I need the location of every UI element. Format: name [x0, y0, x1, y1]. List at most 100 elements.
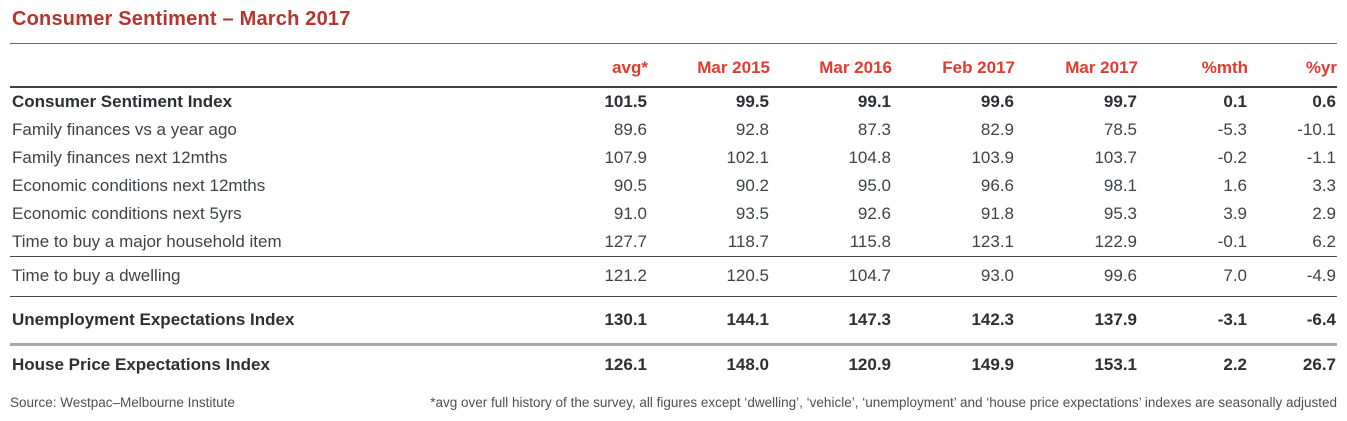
cell-value: 127.7: [604, 232, 647, 251]
consumer-sentiment-table: avg* Mar 2015 Mar 2016 Feb 2017 Mar 2017 %mth…: [10, 43, 1337, 385]
cell-value: 104.7: [848, 266, 891, 285]
column-header: Mar 2017: [1065, 58, 1138, 77]
source-note: Source: Westpac–Melbourne Institute: [10, 395, 235, 410]
table-row: House Price Expectations Index 126.1 148.0…: [10, 345, 1337, 386]
cell-value: 95.0: [857, 176, 891, 195]
cell-value: 103.9: [971, 148, 1014, 167]
cell-value: -4.9: [1306, 266, 1336, 285]
cell-value: 123.1: [971, 232, 1014, 251]
cell-value: 7.0: [1223, 266, 1247, 285]
cell-value: 130.1: [604, 310, 647, 329]
cell-value: 115.8: [849, 232, 891, 251]
cell-value: 118.7: [727, 232, 769, 251]
table-row: Economic conditions next 5yrs 91.0 93.5 92.…: [10, 200, 1337, 228]
cell-value: 148.0: [726, 355, 769, 374]
header-row: avg* Mar 2015 Mar 2016 Feb 2017 Mar 2017 %mth…: [10, 44, 1337, 88]
row-group: Time to buy a dwelling 121.2 120.5 104.7 93.…: [10, 256, 1337, 297]
cell-value: 1.6: [1223, 176, 1247, 195]
column-header: avg*: [612, 58, 648, 77]
cell-value: 92.6: [857, 204, 891, 223]
row-label: Unemployment Expectations Index: [12, 310, 295, 329]
cell-value: 102.1: [726, 148, 769, 167]
page-title: Consumer Sentiment – March 2017: [12, 8, 351, 30]
table-row: Family finances vs a year ago 89.6 92.8 87.…: [10, 116, 1337, 144]
cell-value: 99.6: [1103, 266, 1137, 285]
cell-value: 126.1: [604, 355, 647, 374]
table-row: Time to buy a dwelling 121.2 120.5 104.7 93.…: [10, 257, 1337, 297]
table-row: Unemployment Expectations Index 130.1 144.…: [10, 297, 1337, 345]
cell-value: -6.4: [1306, 310, 1336, 329]
cell-value: 93.0: [980, 266, 1014, 285]
row-label: Economic conditions next 12mths: [12, 176, 266, 195]
row-label: House Price Expectations Index: [12, 355, 270, 374]
column-header: %mth: [1201, 58, 1248, 77]
table-row: Consumer Sentiment Index 101.5 99.5 99.1 99.…: [10, 87, 1337, 116]
cell-value: 93.5: [735, 204, 769, 223]
cell-value: 87.3: [857, 120, 891, 139]
cell-value: 122.9: [1094, 232, 1137, 251]
cell-value: 137.9: [1094, 310, 1137, 329]
row-label: Family finances vs a year ago: [12, 120, 237, 139]
cell-value: 104.8: [848, 148, 891, 167]
column-header: %yr: [1305, 58, 1337, 77]
cell-value: 107.9: [604, 148, 647, 167]
cell-value: 99.6: [980, 92, 1014, 111]
cell-value: 96.6: [980, 176, 1014, 195]
cell-value: 26.7: [1302, 355, 1336, 374]
cell-value: 89.6: [613, 120, 647, 139]
cell-value: 101.5: [604, 92, 647, 111]
cell-value: 91.0: [613, 204, 647, 223]
table-row: Family finances next 12mths 107.9 102.1 104…: [10, 144, 1337, 172]
cell-value: 3.3: [1312, 176, 1336, 195]
row-label: Time to buy a dwelling: [12, 266, 181, 285]
row-label: Time to buy a major household item: [12, 232, 282, 251]
cell-value: 120.9: [848, 355, 891, 374]
table-row: Economic conditions next 12mths 90.5 90.2 9…: [10, 172, 1337, 200]
cell-value: 92.8: [735, 120, 769, 139]
cell-value: 90.5: [613, 176, 647, 195]
row-label: Consumer Sentiment Index: [12, 92, 233, 111]
cell-value: 6.2: [1312, 232, 1336, 251]
row-group: House Price Expectations Index 126.1 148.0…: [10, 344, 1337, 386]
cell-value: 90.2: [735, 176, 769, 195]
footnote: *avg over full history of the survey, al…: [430, 395, 1337, 410]
cell-value: 149.9: [971, 355, 1014, 374]
row-group: Unemployment Expectations Index 130.1 144.…: [10, 296, 1337, 345]
column-header: Mar 2016: [819, 58, 892, 77]
cell-value: -3.1: [1217, 310, 1247, 329]
table-footer: Source: Westpac–Melbourne Institute *avg…: [10, 395, 1337, 410]
cell-value: 120.5: [726, 266, 769, 285]
cell-value: 82.9: [980, 120, 1014, 139]
cell-value: 99.5: [735, 92, 769, 111]
cell-value: 103.7: [1094, 148, 1137, 167]
cell-value: 153.1: [1094, 355, 1137, 374]
row-label: Economic conditions next 5yrs: [12, 204, 242, 223]
cell-value: 78.5: [1103, 120, 1137, 139]
cell-value: 99.1: [857, 92, 891, 111]
cell-value: -10.1: [1297, 120, 1336, 139]
cell-value: 2.2: [1223, 355, 1247, 374]
cell-value: 98.1: [1103, 176, 1137, 195]
row-group: Consumer Sentiment Index 101.5 99.5 99.1 99.…: [10, 87, 1337, 257]
cell-value: 91.8: [980, 204, 1014, 223]
cell-value: 144.1: [726, 310, 769, 329]
cell-value: 99.7: [1103, 92, 1137, 111]
cell-value: 3.9: [1223, 204, 1247, 223]
table-header: avg* Mar 2015 Mar 2016 Feb 2017 Mar 2017 %mth…: [10, 44, 1337, 88]
cell-value: 0.6: [1312, 92, 1336, 111]
cell-value: -0.2: [1217, 148, 1247, 167]
cell-value: 121.2: [604, 266, 647, 285]
cell-value: 147.3: [848, 310, 891, 329]
cell-value: -5.3: [1217, 120, 1247, 139]
table-row: Time to buy a major household item 127.7 1…: [10, 228, 1337, 257]
column-header: Mar 2015: [697, 58, 770, 77]
cell-value: 142.3: [971, 310, 1014, 329]
column-header: Feb 2017: [942, 58, 1015, 77]
cell-value: 95.3: [1103, 204, 1137, 223]
header-label-spacer: [10, 44, 550, 88]
cell-value: 0.1: [1223, 92, 1247, 111]
cell-value: 2.9: [1312, 204, 1336, 223]
cell-value: -1.1: [1306, 148, 1336, 167]
row-label: Family finances next 12mths: [12, 148, 228, 167]
